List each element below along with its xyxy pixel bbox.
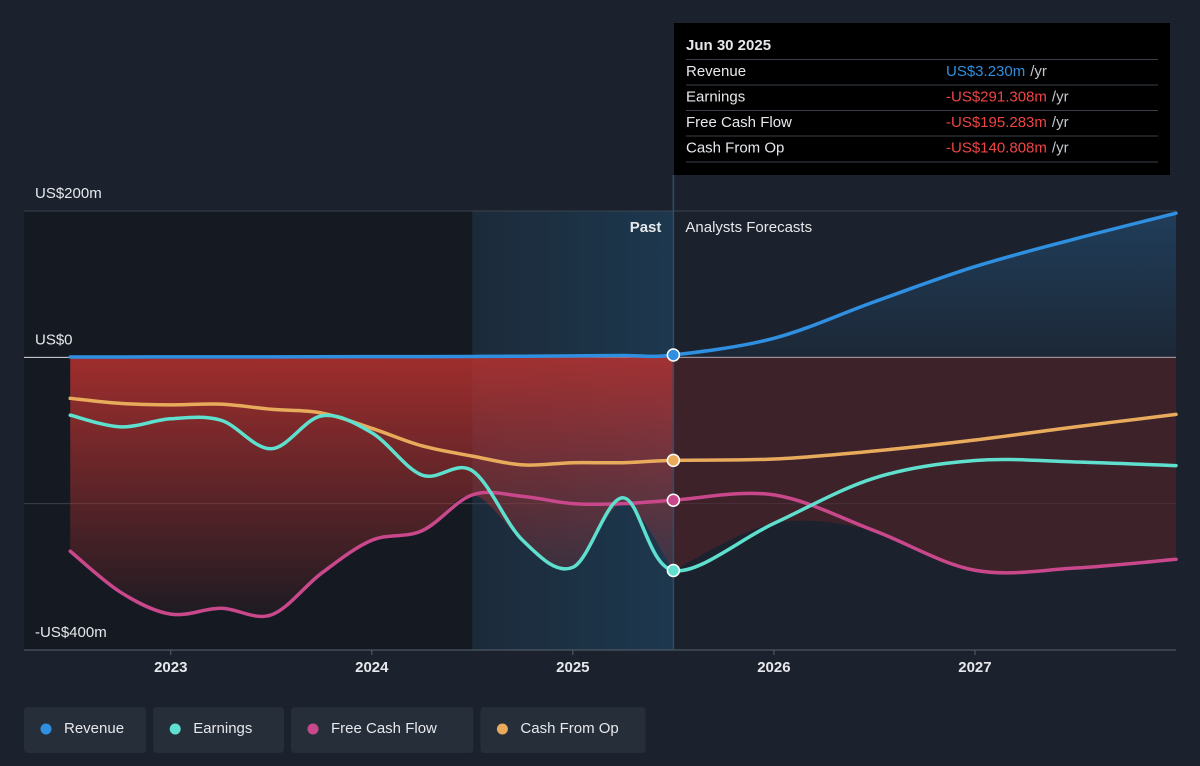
tooltip: Jun 30 2025 Revenue US$3.230m/yr Earnings -U… (674, 23, 1170, 175)
x-tick-label: 2026 (757, 659, 790, 676)
y-tick-label: -US$400m (35, 624, 107, 641)
legend-item[interactable]: Free Cash Flow (291, 707, 474, 753)
x-tick-label: 2027 (958, 659, 991, 676)
tooltip-value: -US$195.283m/yr (946, 114, 1069, 131)
plot: -US$400m US$0 US$200m 2023 2024 2025 2026 2027 P… (24, 175, 1178, 676)
series-line (68, 396, 1178, 467)
x-tick-label: 2025 (556, 659, 589, 676)
legend-button[interactable] (480, 707, 646, 753)
tooltip-value: US$3.230m/yr (946, 63, 1047, 80)
legend-swatch (496, 723, 508, 735)
tooltip-amount: -US$195.283m (946, 114, 1047, 131)
legend-label: Revenue (64, 720, 124, 737)
legend-label: Earnings (193, 720, 252, 737)
series-line (68, 490, 1178, 619)
tooltip-title: Jun 30 2025 (686, 37, 771, 54)
legend-label: Free Cash Flow (331, 720, 437, 737)
legend: Revenue Earnings Free Cash Flow Cash From O… (24, 707, 646, 753)
series-line (68, 413, 1178, 573)
legend-item[interactable]: Revenue (24, 707, 147, 753)
past-label: Past (630, 219, 662, 236)
tooltip-unit: /yr (1030, 63, 1047, 80)
point-marker (666, 493, 681, 507)
legend-swatch (40, 723, 52, 735)
point-marker (666, 453, 681, 468)
legend-swatch (169, 723, 181, 735)
tooltip-unit: /yr (1052, 139, 1069, 156)
tooltip-value: -US$140.808m/yr (946, 139, 1069, 156)
x-tick-label: 2023 (154, 659, 187, 676)
legend-button[interactable] (24, 707, 147, 753)
forecast-label: Analysts Forecasts (685, 219, 812, 236)
legend-swatch (307, 723, 319, 735)
tooltip-label: Cash From Op (686, 139, 784, 156)
y-tick-label: US$200m (35, 185, 102, 202)
legend-item[interactable]: Earnings (153, 707, 284, 753)
tooltip-amount: -US$140.808m (946, 139, 1047, 156)
legend-button[interactable] (153, 707, 284, 753)
tooltip-label: Earnings (686, 88, 745, 105)
point-marker (666, 348, 681, 362)
tooltip-value: -US$291.308m/yr (946, 88, 1069, 105)
tooltip-label: Revenue (686, 63, 746, 80)
legend-label: Cash From Op (520, 720, 618, 737)
legend-button[interactable] (291, 707, 474, 753)
tooltip-unit: /yr (1052, 114, 1069, 131)
tooltip-box (674, 23, 1170, 175)
legend-item[interactable]: Cash From Op (480, 707, 646, 753)
tooltip-label: Free Cash Flow (686, 114, 792, 131)
x-tick-label: 2024 (355, 659, 389, 676)
loss-area-past (70, 357, 674, 617)
y-tick-label: US$0 (35, 331, 73, 348)
point-marker (666, 563, 681, 578)
tooltip-amount: -US$291.308m (946, 88, 1047, 105)
tooltip-unit: /yr (1052, 88, 1069, 105)
series-line (68, 211, 1178, 359)
tooltip-amount: US$3.230m (946, 63, 1025, 80)
